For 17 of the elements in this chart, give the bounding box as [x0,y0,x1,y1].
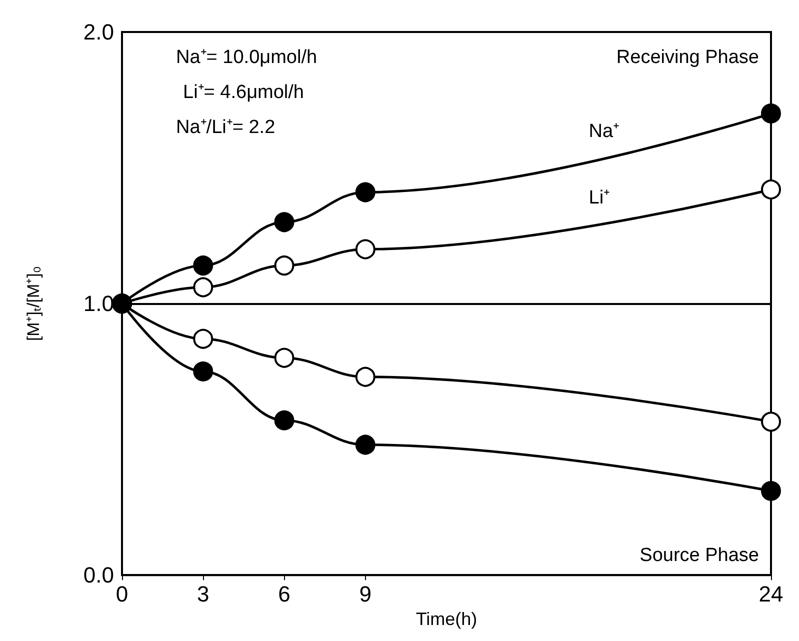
x-tick-label: 0 [116,582,128,607]
y-tick-label: 2.0 [83,20,114,44]
x-tick-label: 9 [359,582,372,607]
annotation: Li⁺= 4.6μmol/h [183,82,304,103]
y-tick-label: 1.0 [83,291,114,316]
series-label: Na⁺ [588,120,620,142]
series-label: Li⁺ [588,187,610,208]
annotation: Source Phase [640,545,760,566]
annotation: Na⁺= 10.0μmol/h [176,47,318,68]
x-axis-title: Time(h) [416,609,478,629]
x-tick-label: 6 [278,582,290,607]
annotation: Receiving Phase [616,47,760,68]
annotation: Na⁺/Li⁺= 2.2 [176,117,276,138]
x-tick-label: 3 [197,582,210,607]
y-tick-label: 0.0 [83,562,114,588]
y-axis-title: [M⁺]ₜ/[M⁺]₀ [24,266,43,342]
x-tick-label: 24 [758,582,784,607]
